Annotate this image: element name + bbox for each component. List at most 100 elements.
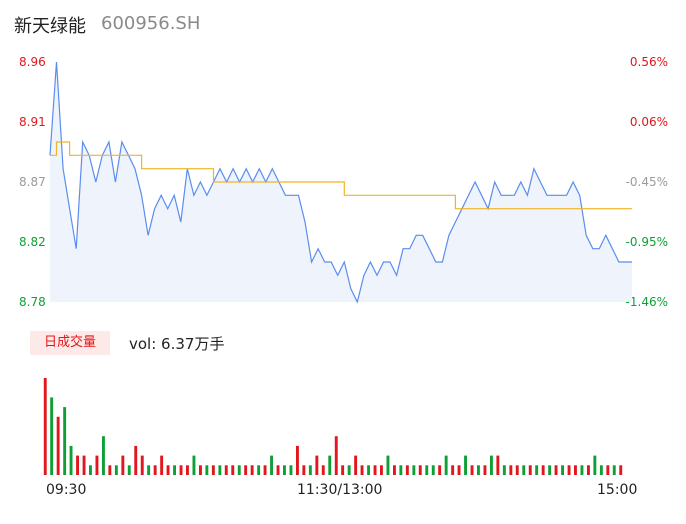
price-label: 8.87 bbox=[19, 175, 46, 189]
volume-bar bbox=[561, 465, 564, 475]
pct-label: 0.06% bbox=[629, 115, 668, 129]
volume-bar bbox=[218, 465, 222, 475]
volume-bar bbox=[199, 465, 202, 475]
volume-bar bbox=[515, 465, 519, 475]
volume-bar bbox=[205, 465, 209, 475]
volume-bar bbox=[535, 465, 539, 475]
volume-bar bbox=[464, 455, 467, 475]
volume-bar bbox=[296, 445, 299, 475]
volume-bar bbox=[160, 455, 164, 475]
volume-bar bbox=[425, 465, 429, 475]
volume-bar bbox=[612, 465, 616, 475]
volume-bar bbox=[574, 465, 577, 475]
volume-bar bbox=[490, 455, 493, 475]
volume-bar bbox=[367, 465, 370, 475]
price-label: 8.96 bbox=[19, 55, 46, 69]
volume-bar bbox=[179, 465, 183, 475]
volume-bar bbox=[69, 445, 73, 475]
volume-bar bbox=[56, 416, 60, 475]
volume-bar bbox=[95, 455, 99, 475]
price-label: 8.91 bbox=[19, 115, 46, 129]
volume-chart bbox=[43, 378, 623, 475]
volume-bar bbox=[127, 465, 131, 475]
volume-bar bbox=[470, 465, 474, 475]
volume-bar bbox=[541, 465, 545, 475]
volume-bar bbox=[438, 465, 442, 475]
volume-bar bbox=[147, 465, 151, 475]
volume-bar bbox=[373, 465, 377, 475]
volume-bar bbox=[393, 465, 396, 475]
volume-bar bbox=[50, 397, 54, 475]
volume-bar bbox=[102, 436, 105, 475]
volume-bar bbox=[321, 465, 325, 475]
volume-bar bbox=[244, 465, 248, 475]
volume-bar bbox=[289, 465, 293, 475]
volume-bar bbox=[354, 455, 358, 475]
volume-badge[interactable]: 日成交量 bbox=[30, 331, 110, 355]
volume-bar bbox=[418, 465, 422, 475]
volume-bar bbox=[509, 465, 513, 475]
pct-label: -0.95% bbox=[625, 235, 668, 249]
price-area-fill bbox=[50, 62, 632, 302]
volume-bar bbox=[302, 465, 306, 475]
volume-bar bbox=[606, 465, 610, 475]
volume-bar bbox=[399, 465, 403, 475]
volume-bar bbox=[166, 465, 170, 475]
volume-bar bbox=[386, 455, 390, 475]
volume-bar bbox=[451, 465, 455, 475]
volume-bar bbox=[328, 455, 332, 475]
volume-bar bbox=[82, 455, 86, 475]
volume-bar bbox=[276, 465, 280, 475]
volume-bar bbox=[231, 465, 235, 475]
volume-bar bbox=[89, 465, 92, 475]
volume-bar bbox=[153, 465, 157, 475]
volume-bar bbox=[192, 455, 196, 475]
volume-bar bbox=[619, 465, 623, 475]
volume-bar bbox=[502, 465, 506, 475]
volume-bar bbox=[347, 465, 351, 475]
volume-bar bbox=[341, 465, 345, 475]
average-price-line bbox=[50, 141, 632, 210]
volume-bar bbox=[528, 465, 532, 475]
pct-label: 0.56% bbox=[629, 55, 668, 69]
volume-bar bbox=[63, 407, 67, 475]
volume-bar bbox=[308, 465, 312, 475]
volume-bar bbox=[250, 465, 254, 475]
volume-bar bbox=[580, 465, 584, 475]
volume-bar bbox=[121, 455, 125, 475]
volume-bar bbox=[237, 465, 241, 475]
volume-bar bbox=[477, 465, 480, 475]
volume-bar bbox=[554, 465, 558, 475]
price-line bbox=[49, 61, 632, 304]
volume-bar bbox=[134, 445, 138, 475]
volume-bar bbox=[360, 465, 364, 475]
time-label-open: 09:30 bbox=[46, 482, 87, 498]
volume-bar bbox=[496, 455, 500, 475]
volume-bar bbox=[548, 465, 552, 475]
price-label: 8.78 bbox=[19, 295, 46, 309]
volume-bar bbox=[334, 436, 338, 475]
volume-bar bbox=[263, 465, 267, 475]
volume-bar bbox=[283, 465, 286, 475]
volume-bar bbox=[587, 465, 590, 475]
volume-bar bbox=[444, 455, 448, 475]
volume-bar bbox=[315, 455, 319, 475]
volume-bar bbox=[257, 465, 261, 475]
volume-bar bbox=[173, 465, 176, 475]
time-label-close: 15:00 bbox=[597, 482, 638, 498]
volume-bar bbox=[76, 455, 79, 475]
volume-bar bbox=[224, 465, 228, 475]
volume-bar bbox=[593, 455, 597, 475]
volume-bar bbox=[43, 378, 47, 475]
pct-label: -0.45% bbox=[625, 175, 668, 189]
pct-label: -1.46% bbox=[625, 295, 668, 309]
time-label-midday: 11:30/13:00 bbox=[297, 482, 383, 498]
volume-bar bbox=[567, 465, 571, 475]
volume-bar bbox=[483, 465, 487, 475]
volume-bar bbox=[522, 465, 526, 475]
volume-bar bbox=[108, 465, 112, 475]
volume-bar bbox=[186, 465, 189, 475]
volume-bar bbox=[114, 465, 118, 475]
intraday-price-chart bbox=[49, 61, 632, 304]
